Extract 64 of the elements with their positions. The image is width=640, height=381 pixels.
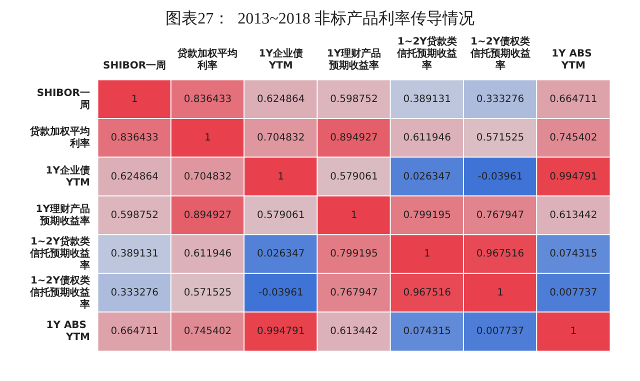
data-label: 0.994791 (550, 171, 598, 182)
data-label: -0.03961 (478, 171, 523, 182)
data-label: 0.389131 (403, 94, 451, 105)
y-tick-label: 1~2Y贷款类信托预期收益率 (29, 236, 90, 272)
data-label: 0.613442 (550, 210, 598, 221)
data-label: 1 (570, 326, 577, 338)
data-label: 0.613442 (330, 326, 378, 338)
data-label: 0.664711 (550, 94, 598, 105)
x-tick-label: 1Y理财产品预期收益率 (326, 48, 382, 72)
data-label: 0.799195 (403, 210, 451, 221)
data-label: 0.611946 (184, 248, 232, 260)
data-label: 1 (131, 94, 138, 105)
data-label: 0.704832 (184, 171, 232, 182)
y-tick-label: 1~2Y债权类信托预期收益率 (29, 274, 90, 310)
x-tick-label: 1Y ABS YTM (552, 48, 596, 72)
data-label: 0.598752 (330, 94, 378, 105)
data-label: 0.571525 (184, 287, 232, 298)
data-label: 0.333276 (476, 94, 524, 105)
data-label: 0.026347 (403, 171, 451, 182)
data-label: 0.836433 (184, 94, 232, 105)
data-label: 0.745402 (550, 132, 598, 144)
data-label: 0.624864 (110, 171, 158, 182)
data-label: 0.664711 (110, 326, 158, 338)
y-tick-label: 贷款加权平均利率 (29, 126, 90, 150)
data-label: 0.571525 (476, 132, 524, 144)
y-tick-label: 1Y理财产品预期收益率 (36, 203, 90, 227)
data-label: 0.745402 (184, 326, 232, 338)
data-label: 0.767947 (476, 210, 524, 221)
y-tick-label: 1Y ABS YTM (46, 320, 90, 344)
x-tick-label: SHIBOR一周 (103, 60, 166, 72)
data-label: 0.611946 (403, 132, 451, 144)
data-label: 0.767947 (330, 287, 378, 298)
data-label: 1 (424, 248, 430, 260)
data-label: 1 (204, 132, 211, 144)
data-label: 0.894927 (330, 132, 378, 144)
data-label: 0.074315 (403, 326, 451, 338)
x-tick-label: 1~2Y债权类信托预期收益率 (469, 36, 530, 72)
data-label: 0.704832 (257, 132, 305, 144)
data-label: 1 (497, 287, 504, 298)
data-label: 0.333276 (110, 287, 158, 298)
x-tick-label: 1Y企业债YTM (258, 48, 303, 72)
data-label: 0.994791 (257, 326, 305, 338)
data-label: 1 (350, 210, 358, 221)
y-tick-label: 1Y企业债YTM (46, 164, 90, 188)
data-label: 0.624864 (257, 94, 305, 105)
data-label: 0.074315 (550, 248, 598, 260)
chart-title: 图表27： 2013~2018 非标产品利率传导情况 (166, 10, 474, 28)
data-label: 0.579061 (257, 210, 305, 221)
data-label: 1 (278, 171, 284, 182)
x-tick-label: 1~2Y贷款类信托预期收益率 (396, 36, 458, 72)
data-label: 0.389131 (110, 248, 158, 260)
x-tick-label: 贷款加权平均利率 (176, 48, 238, 72)
data-label: 0.007737 (550, 287, 598, 298)
data-label: 0.799195 (330, 248, 378, 260)
data-label: 0.598752 (110, 210, 158, 221)
data-label: -0.03961 (258, 287, 304, 298)
data-label: 0.026347 (257, 248, 305, 260)
data-label: 0.967516 (476, 248, 524, 260)
data-label: 0.579061 (330, 171, 378, 182)
data-label: 0.007737 (476, 326, 524, 338)
y-tick-label: SHIBOR一周 (36, 88, 90, 111)
data-label: 0.967516 (403, 287, 451, 298)
data-label: 0.894927 (184, 210, 232, 221)
data-label: 0.836433 (110, 132, 158, 144)
